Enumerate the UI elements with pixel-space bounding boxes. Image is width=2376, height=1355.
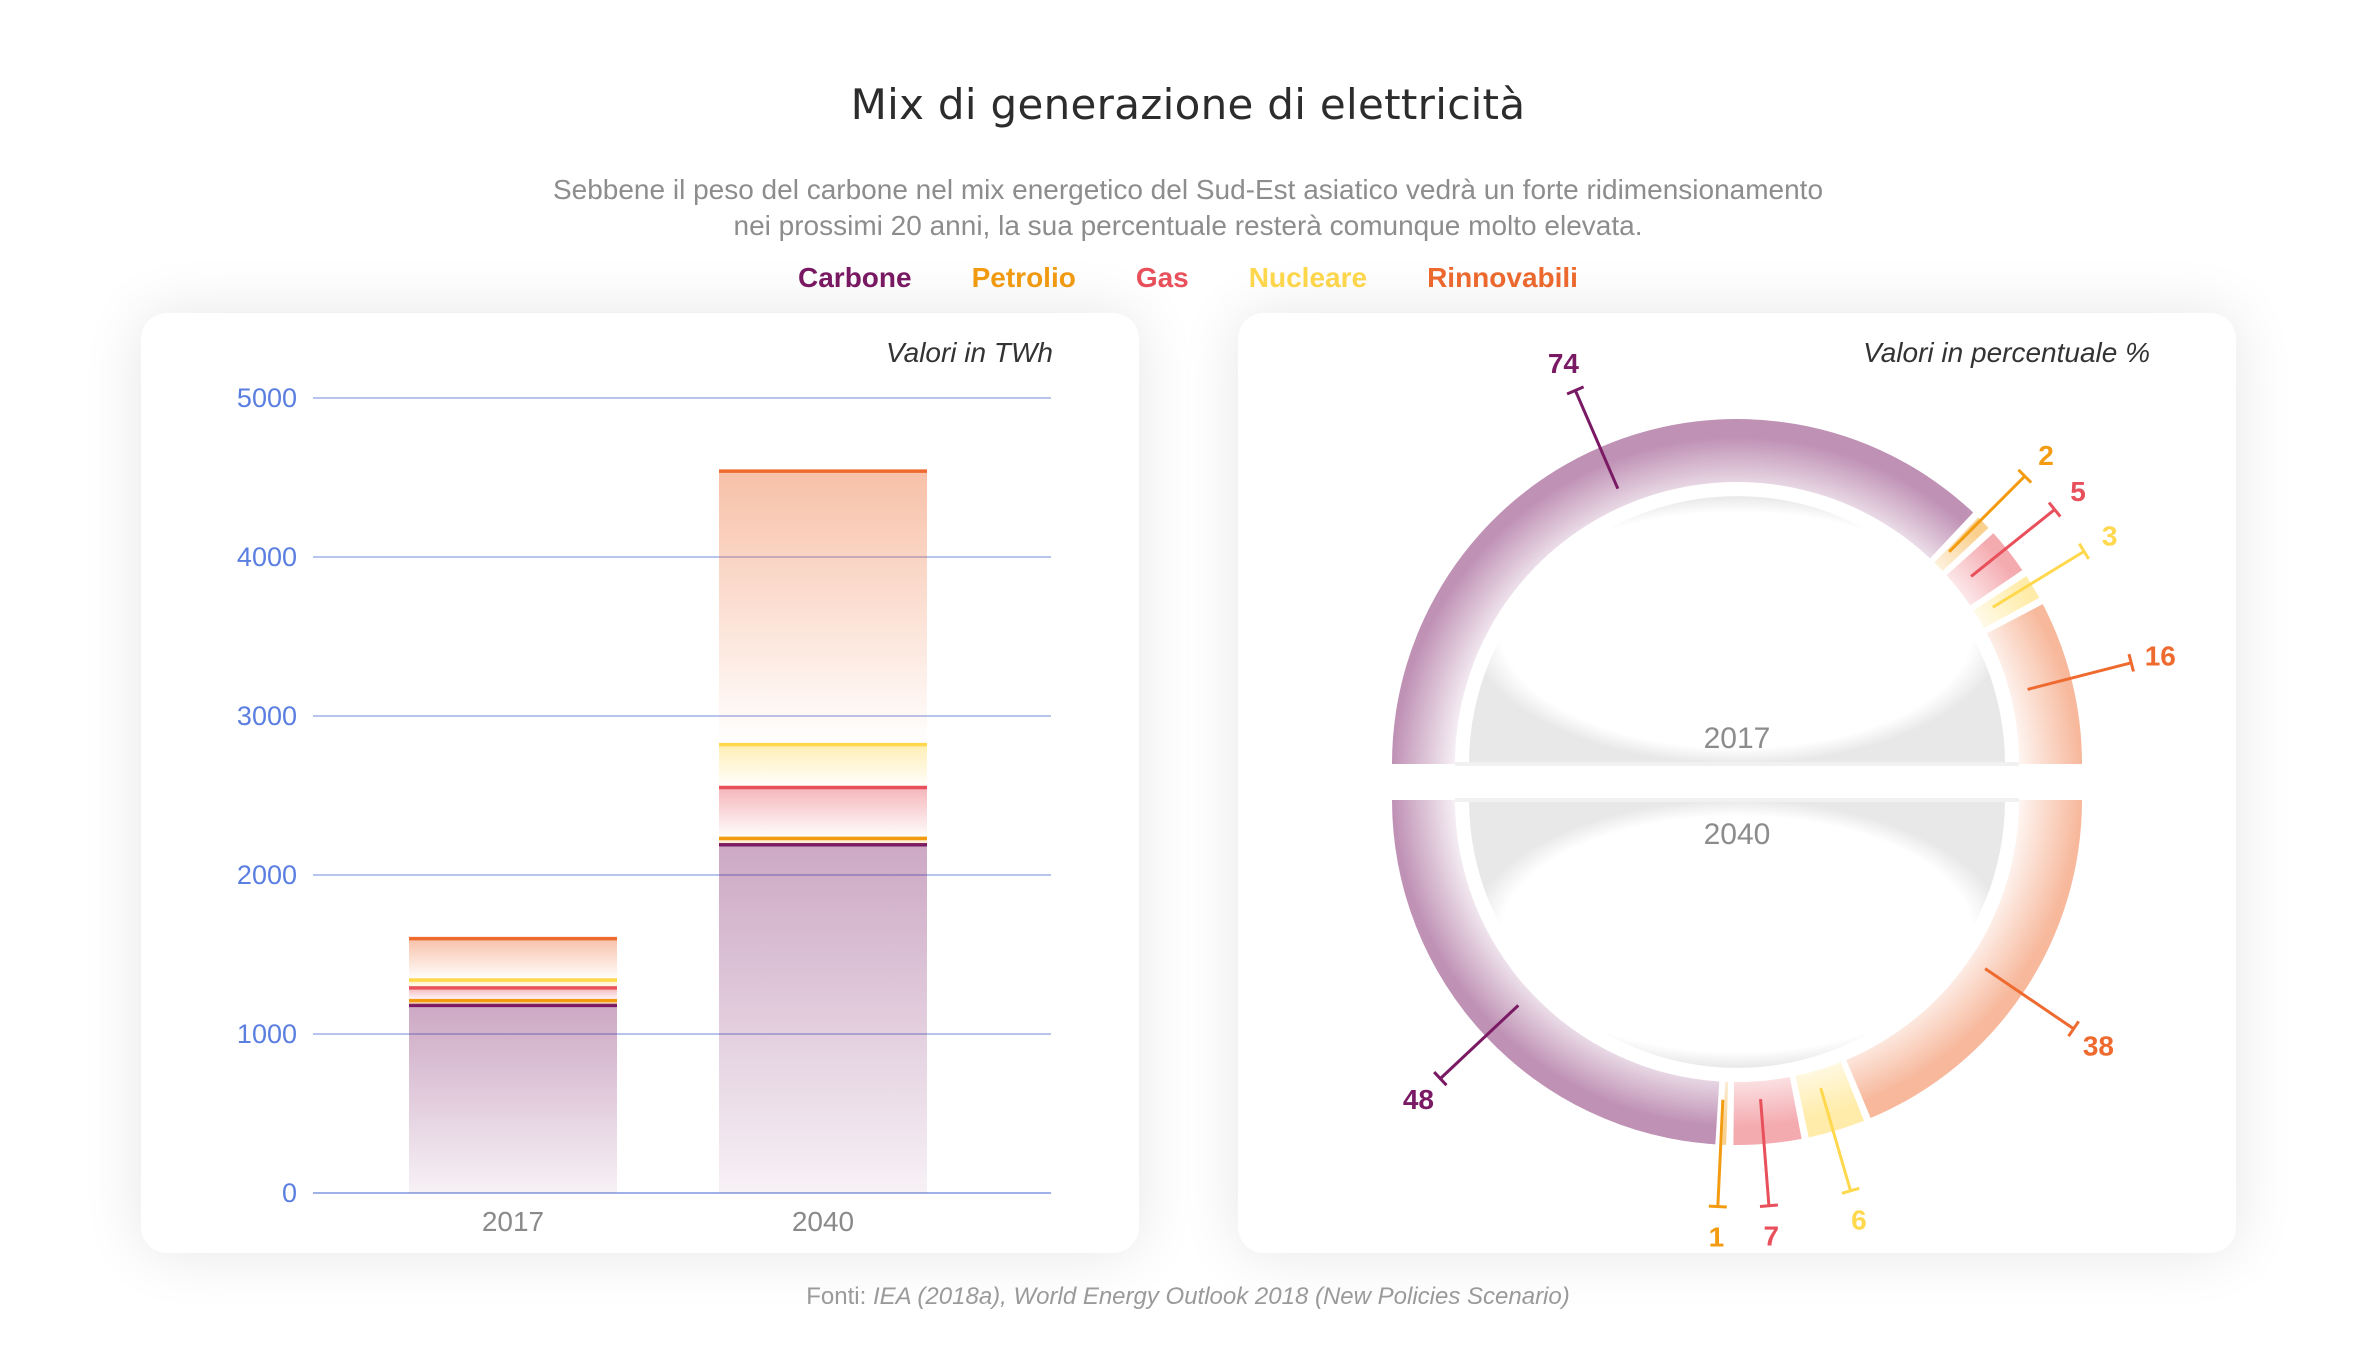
bar-2017 <box>409 934 617 1193</box>
leader-carbone-2017 <box>1573 389 1620 490</box>
donut-slice-petrolio-2017 <box>1934 517 1989 571</box>
leader-cap-rinnovabili-2040 <box>2067 1020 2080 1038</box>
legend-gas: Gas <box>1135 262 1189 293</box>
y-tick-label: 4000 <box>237 542 297 572</box>
data-label-gas-2017: 5 <box>2070 476 2086 507</box>
separator-bottom <box>1455 798 2019 802</box>
leader-cap-nucleare-2040 <box>1841 1186 1860 1195</box>
bar-units-label: Valori in TWh <box>885 337 1053 368</box>
bar-segment-gas-2040 <box>719 787 927 839</box>
data-label-rinnovabili-2040: 38 <box>2083 1031 2114 1062</box>
leader-cap-carbone-2040 <box>1433 1071 1448 1087</box>
leader-gas-2040 <box>1759 1098 1771 1206</box>
donut-slice-nucleare-2040 <box>1795 1062 1865 1138</box>
donut-units-label: Valori in percentuale % <box>1863 337 2150 368</box>
leader-gas-2017 <box>1970 508 2056 578</box>
donut-chart: 74 253 16 2017 48 1 7 6 38 2040 <box>1392 348 2176 1253</box>
bar-segment-carbone-2040 <box>719 844 927 1193</box>
donut-chart-card: Valori in percentuale % 74 2 5 3 16 2017 48 1 7 6… <box>1238 313 2236 1253</box>
chart-subtitle: Sebbene il peso del carbone nel mix ener… <box>388 172 1988 244</box>
legend-nucleare: Nucleare <box>1248 262 1368 293</box>
bar-segment-carbone-2017 <box>409 1005 617 1193</box>
y-tick-label: 0 <box>282 1178 297 1208</box>
data-label-rinnovabili-2017: 16 <box>2145 640 2176 671</box>
leader-cap-nucleare-2017 <box>2078 542 2091 560</box>
leader-cap-petrolio-2040 <box>1708 1204 1727 1209</box>
leader-rinnovabili-2017 <box>2027 661 2132 691</box>
ring-2017: 74 253 16 <box>1392 348 2176 764</box>
leader-cap-petrolio-2017 <box>2017 468 2033 484</box>
ring-2040: 48 1 7 6 38 <box>1392 800 2114 1253</box>
bar-segment-rinnovabili-2040 <box>719 471 927 745</box>
data-label-petrolio-2040: 1 <box>1709 1222 1725 1253</box>
leader-carbone-2040 <box>1439 1004 1520 1080</box>
donut-slice-rinnovabili-2017 <box>1986 604 2082 764</box>
data-label-petrolio-2017: 2 <box>2038 440 2054 471</box>
donut-slice-petrolio-2040 <box>1722 1081 1729 1145</box>
bar-segment-rinnovabili-2017 <box>409 938 617 980</box>
ring-label-2040: 2040 <box>1704 818 1771 851</box>
inner-disc-bottom <box>1469 800 2005 1068</box>
legend-petrolio: Petrolio <box>971 262 1076 293</box>
leader-cap-gas-2040 <box>1759 1203 1779 1208</box>
leader-cap-rinnovabili-2017 <box>2127 653 2135 672</box>
data-label-gas-2040: 7 <box>1763 1221 1779 1252</box>
y-tick-label: 1000 <box>237 1019 297 1049</box>
source-text: IEA (2018a), World Energy Outlook 2018 (… <box>872 1283 1570 1310</box>
x-tick-label: 2017 <box>482 1206 544 1237</box>
chart-title: Mix di generazione di elettricità <box>850 80 1526 129</box>
donut-slice-rinnovabili-2040 <box>1846 800 2082 1119</box>
leader-nucleare-2040 <box>1819 1087 1852 1192</box>
leader-nucleare-2017 <box>1992 550 2085 609</box>
y-tick-label: 2000 <box>237 860 297 890</box>
leader-rinnovabili-2040 <box>1984 967 2075 1031</box>
leader-cap-gas-2017 <box>2047 501 2062 518</box>
y-tick-label: 3000 <box>237 701 297 731</box>
legend-carbone: Carbone <box>798 262 912 293</box>
source-prefix: Fonti: <box>806 1283 873 1310</box>
bar-chart: 0 1000 2000 3000 4000 5000 2017 2040 <box>237 383 1051 1237</box>
subtitle-line-1: Sebbene il peso del carbone nel mix ener… <box>552 174 1824 205</box>
data-label-nucleare-2040: 6 <box>1851 1205 1867 1236</box>
data-label-carbone-2040: 48 <box>1403 1084 1434 1115</box>
separator-top <box>1455 762 2019 766</box>
legend: Carbone Petrolio Gas Nucleare Rinnovabil… <box>0 262 2376 294</box>
leader-petrolio-2040 <box>1716 1099 1725 1207</box>
donut-slice-carbone-2040 <box>1392 800 1720 1145</box>
donut-slice-gas-2040 <box>1733 1077 1802 1145</box>
subtitle-line-2: nei prossimi 20 anni, la sua percentuale… <box>733 210 1643 241</box>
bar-chart-card: Valori in TWh 0 1000 2000 3000 4000 5000 2017 2… <box>141 313 1139 1253</box>
leader-petrolio-2017 <box>1948 475 2026 553</box>
bar-2040 <box>719 467 927 1193</box>
inner-disc-top <box>1469 496 2005 764</box>
source-note: Fonti: IEA (2018a), World Energy Outlook… <box>0 1283 2376 1311</box>
ring-label-2017: 2017 <box>1704 722 1771 755</box>
data-label-carbone-2017: 74 <box>1548 348 1580 379</box>
leader-cap-carbone-2017 <box>1566 385 1585 396</box>
y-tick-label: 5000 <box>237 383 297 413</box>
bar-segment-nucleare-2040 <box>719 744 927 788</box>
x-tick-label: 2040 <box>792 1206 854 1237</box>
grid: 0 1000 2000 3000 4000 5000 <box>237 383 1051 1208</box>
legend-rinnovabili: Rinnovabili <box>1427 262 1578 293</box>
donut-slice-carbone-2017 <box>1392 419 1974 764</box>
data-label-nucleare-2017: 3 <box>2102 521 2118 552</box>
